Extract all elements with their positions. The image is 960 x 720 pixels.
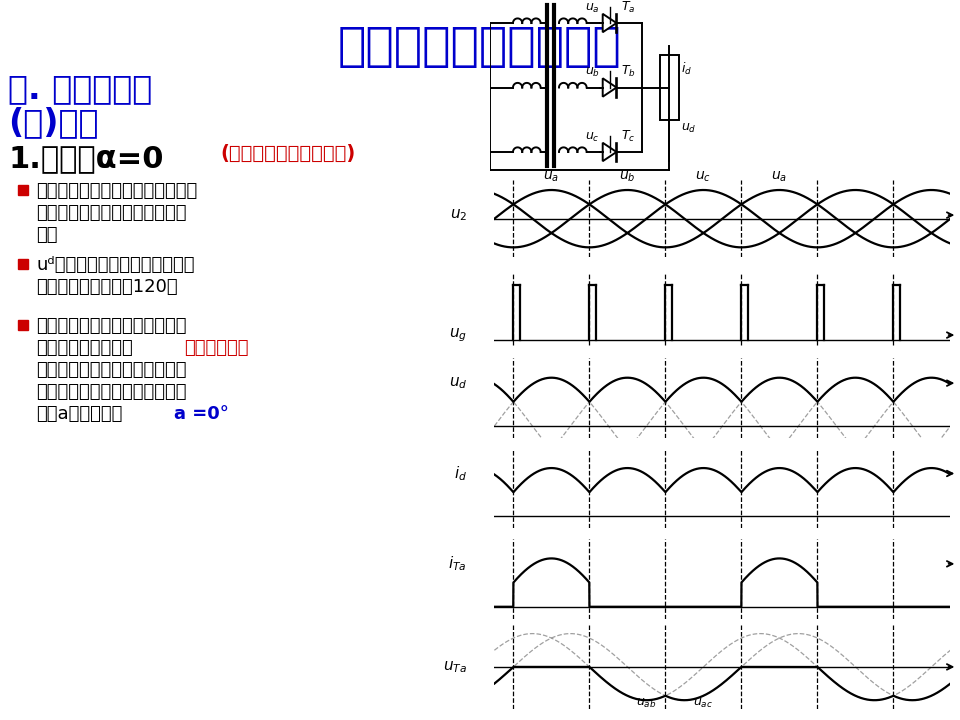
Text: $u_c$: $u_c$	[695, 169, 711, 184]
Text: 时刻，将其作为计算各晶闸管触: 时刻，将其作为计算各晶闸管触	[36, 383, 186, 401]
Text: $u_2$: $u_2$	[449, 207, 467, 223]
Text: 每相序每管依次导通120度: 每相序每管依次导通120度	[36, 278, 178, 296]
Text: $i_{Ta}$: $i_{Ta}$	[448, 554, 467, 573]
Text: 发角a的起点，即: 发角a的起点，即	[36, 405, 122, 423]
Bar	[18, 320, 28, 330]
Polygon shape	[603, 143, 616, 161]
Text: $u_{ac}$: $u_{ac}$	[693, 697, 713, 711]
Text: 其余两相上的整流管承受反压而: 其余两相上的整流管承受反压而	[36, 204, 186, 222]
Bar	[18, 259, 28, 269]
Text: $u_b$: $u_b$	[619, 169, 636, 184]
Text: $u_b$: $u_b$	[585, 66, 600, 79]
Text: 自然换相点，: 自然换相点，	[184, 339, 249, 357]
Text: $u_{ab}$: $u_{ab}$	[636, 697, 657, 711]
Text: $u_{Ta}$: $u_{Ta}$	[444, 659, 467, 675]
Text: (相当于三个整流管情况): (相当于三个整流管情况)	[220, 144, 355, 163]
Polygon shape	[603, 78, 616, 96]
Text: $u_d$: $u_d$	[448, 375, 467, 391]
Text: $u_c$: $u_c$	[585, 130, 599, 144]
Text: 二极管换相时刻（三相相电压正: 二极管换相时刻（三相相电压正	[36, 317, 186, 335]
Text: uᵈ波形为三相相电压的包络线，: uᵈ波形为三相相电压的包络线，	[36, 256, 195, 274]
Bar	[18, 185, 28, 195]
Text: $u_g$: $u_g$	[449, 326, 467, 344]
Text: $u_a$: $u_a$	[585, 1, 599, 14]
Text: 一. 电阻性负载: 一. 电阻性负载	[8, 72, 153, 105]
Text: $T_b$: $T_b$	[620, 64, 636, 79]
Text: $u_d$: $u_d$	[681, 122, 696, 135]
Polygon shape	[603, 14, 616, 32]
Text: 是各相晶闸管能触发导通的最早: 是各相晶闸管能触发导通的最早	[36, 361, 186, 379]
Bar	[660, 55, 679, 120]
Text: $i_d$: $i_d$	[681, 61, 692, 77]
Text: 半周波形的交点）为: 半周波形的交点）为	[36, 339, 132, 357]
Text: $i_d$: $i_d$	[454, 464, 467, 483]
Text: $u_a$: $u_a$	[543, 169, 560, 184]
Text: $u_a$: $u_a$	[771, 169, 787, 184]
Text: (一)波形: (一)波形	[8, 106, 99, 139]
Text: 共阴极电路：相电压最高则导通，: 共阴极电路：相电压最高则导通，	[36, 182, 197, 200]
Text: a =0°: a =0°	[174, 405, 228, 423]
Text: 1.控制角α=0: 1.控制角α=0	[8, 144, 163, 173]
Text: 三相半波可控整流电路: 三相半波可控整流电路	[338, 25, 622, 70]
Text: 截止: 截止	[36, 226, 58, 244]
Text: $T_a$: $T_a$	[621, 0, 636, 14]
Text: $T_c$: $T_c$	[621, 129, 636, 144]
